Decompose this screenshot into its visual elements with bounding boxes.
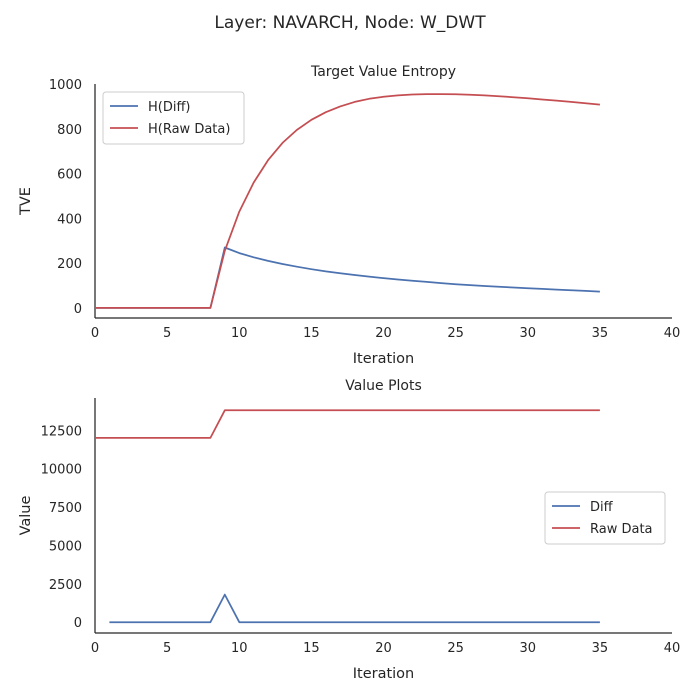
legend-label: H(Raw Data): [148, 122, 230, 137]
series-line-h-diff: [95, 246, 600, 309]
series-line-h-raw-data: [95, 93, 600, 309]
subplot-title: Target Value Entropy: [310, 64, 456, 80]
x-tick-label: 35: [592, 326, 609, 341]
legend: H(Diff) H(Raw Data): [102, 91, 245, 145]
x-tick-label: 30: [519, 326, 536, 341]
legend: Diff Raw Data: [544, 491, 666, 545]
y-tick-label: 1000: [49, 78, 82, 93]
x-tick-label: 40: [664, 641, 681, 656]
y-tick-label: 0: [74, 616, 82, 631]
x-tick-label: 5: [163, 326, 171, 341]
x-tick-label: 0: [91, 641, 99, 656]
y-tick-label: 200: [57, 257, 82, 272]
y-tick-label: 800: [57, 123, 82, 138]
y-tick-label: 600: [57, 168, 82, 183]
x-tick-label: 5: [163, 641, 171, 656]
x-tick-label: 0: [91, 326, 99, 341]
y-axis-label: TVE: [18, 187, 34, 216]
y-tick-label: 12500: [41, 424, 82, 439]
subplot-title: Value Plots: [345, 378, 422, 394]
y-tick-label: 7500: [49, 501, 82, 516]
y-tick-label: 2500: [49, 578, 82, 593]
figure-suptitle: Layer: NAVARCH, Node: W_DWT: [214, 13, 486, 33]
subplot-2: Value Plots 0 5 10 15 20 25 30 35 40 0 2500 5000 7500…: [18, 378, 680, 682]
y-tick-label: 5000: [49, 539, 82, 554]
x-tick-label: 35: [592, 641, 609, 656]
legend-frame: [102, 91, 245, 145]
x-tick-label: 25: [447, 641, 464, 656]
x-tick-label: 15: [303, 326, 320, 341]
x-tick-label: 20: [375, 326, 392, 341]
x-tick-label: 30: [519, 641, 536, 656]
x-axis-label: Iteration: [353, 666, 415, 682]
x-tick-label: 15: [303, 641, 320, 656]
y-tick-label: 10000: [41, 463, 82, 478]
y-axis-label: Value: [18, 496, 34, 536]
x-tick-label: 10: [231, 641, 248, 656]
x-tick-label: 10: [231, 326, 248, 341]
y-tick-label: 400: [57, 212, 82, 227]
x-axis-label: Iteration: [353, 351, 415, 367]
legend-frame: [544, 491, 666, 545]
series-line-diff: [109, 593, 600, 624]
x-tick-label: 20: [375, 641, 392, 656]
y-tick-label: 0: [74, 302, 82, 317]
legend-label: H(Diff): [148, 100, 191, 115]
legend-label: Raw Data: [590, 522, 653, 537]
series-line-raw-data: [95, 409, 600, 439]
legend-label: Diff: [590, 500, 614, 515]
x-tick-label: 40: [664, 326, 681, 341]
x-tick-label: 25: [447, 326, 464, 341]
